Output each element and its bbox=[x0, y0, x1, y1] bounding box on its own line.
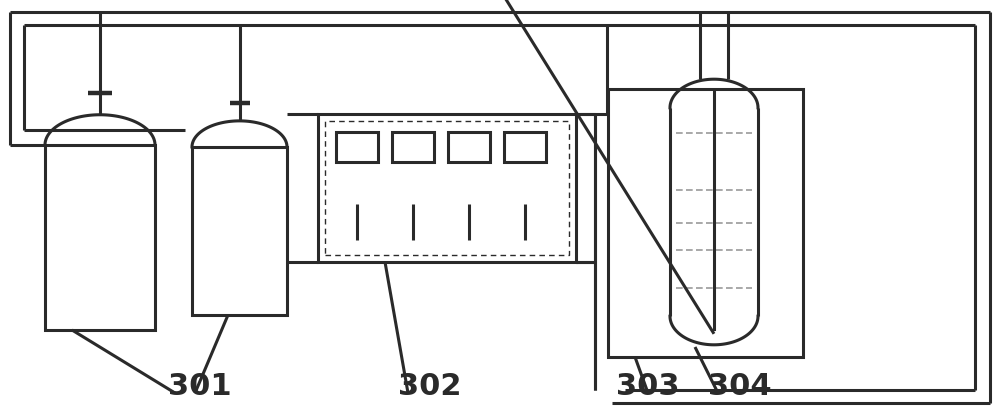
Bar bbox=[192, 147, 287, 315]
Text: 302: 302 bbox=[398, 372, 462, 401]
Bar bbox=[336, 132, 378, 162]
Text: 304: 304 bbox=[708, 372, 772, 401]
Bar bbox=[45, 145, 155, 330]
Text: 301: 301 bbox=[168, 372, 232, 401]
Bar bbox=[448, 132, 490, 162]
Bar bbox=[325, 121, 569, 255]
Text: 303: 303 bbox=[616, 372, 680, 401]
Bar bbox=[392, 132, 434, 162]
Bar bbox=[608, 89, 803, 357]
Bar bbox=[504, 132, 546, 162]
Bar bbox=[318, 114, 576, 262]
